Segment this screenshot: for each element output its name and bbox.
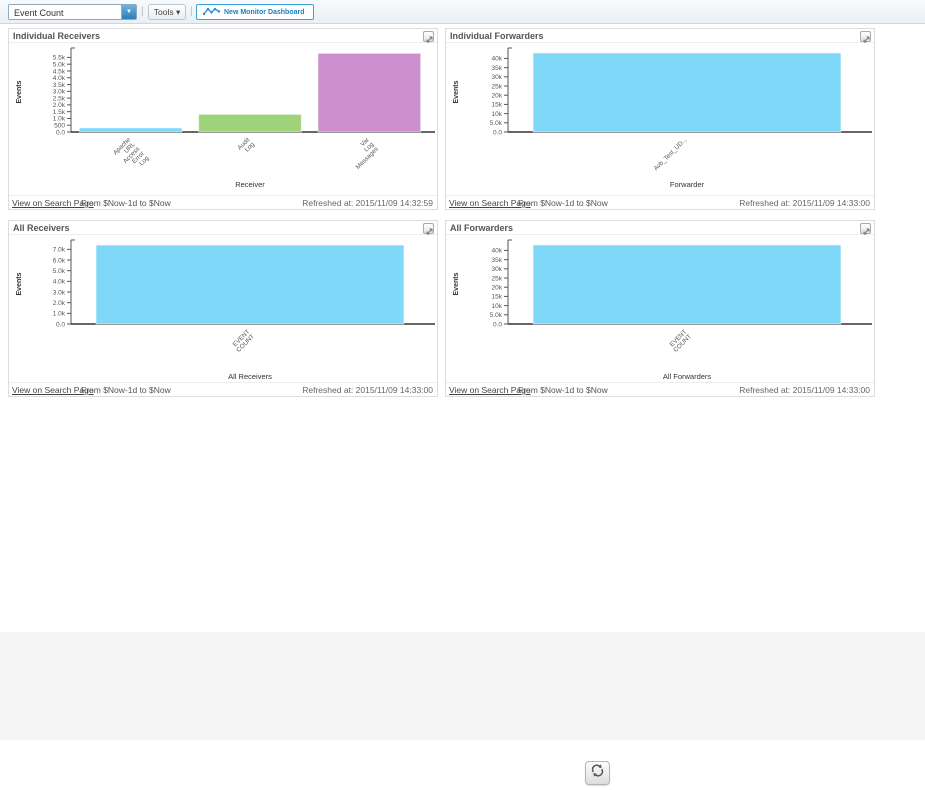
svg-text:All Forwarders: All Forwarders (663, 372, 712, 381)
svg-text:5.0k: 5.0k (53, 62, 66, 69)
svg-text:5.0k: 5.0k (490, 312, 503, 319)
svg-text:0.0: 0.0 (493, 321, 502, 328)
refreshed-timestamp: Refreshed at: 2015/11/09 14:33:00 (302, 385, 433, 395)
maximize-icon[interactable] (423, 223, 434, 235)
svg-text:0.0: 0.0 (493, 129, 502, 136)
svg-text:40k: 40k (492, 248, 503, 255)
svg-text:10k: 10k (492, 111, 503, 118)
refreshed-timestamp: Refreshed at: 2015/11/09 14:33:00 (739, 198, 870, 208)
sparkline-icon (202, 7, 221, 18)
panel-all-forwarders: All Forwarders 0.0 5.0k 10k 15k 20k 25k 30k 35k… (445, 220, 875, 397)
svg-text:5.0k: 5.0k (53, 268, 66, 275)
svg-text:7.0k: 7.0k (53, 247, 66, 254)
panel-header: All Receivers (9, 221, 437, 235)
svg-text:Events: Events (453, 80, 460, 103)
svg-text:25k: 25k (492, 275, 503, 282)
svg-text:30k: 30k (492, 74, 503, 81)
new-monitor-dashboard-button[interactable]: New Monitor Dashboard (196, 4, 314, 20)
svg-text:5.5k: 5.5k (53, 55, 66, 62)
svg-text:0.0: 0.0 (56, 129, 65, 136)
svg-text:Events: Events (16, 80, 23, 103)
svg-text:35k: 35k (492, 257, 503, 264)
svg-text:6.0k: 6.0k (53, 257, 66, 264)
toolbar-separator: | (141, 6, 144, 17)
svg-text:Events: Events (16, 272, 23, 295)
panel-header: All Forwarders (446, 221, 874, 235)
svg-text:All Receivers: All Receivers (228, 372, 272, 381)
time-range-text: From $Now-1d to $Now (518, 385, 608, 395)
maximize-icon[interactable] (423, 31, 434, 43)
event-count-select[interactable]: Event Count ▼ (8, 4, 137, 20)
svg-text:2.0k: 2.0k (53, 102, 66, 109)
maximize-icon[interactable] (860, 31, 871, 43)
svg-text:4.5k: 4.5k (53, 68, 66, 75)
svg-text:3.0k: 3.0k (53, 289, 66, 296)
panel-title: Individual Receivers (13, 31, 101, 41)
svg-text:20k: 20k (492, 93, 503, 100)
svg-text:0.0: 0.0 (56, 321, 65, 328)
panel-footer: View on Search Page From $Now-1d to $Now… (446, 382, 874, 396)
bar-chart: 0.05001.0k1.5k2.0k2.5k3.0k3.5k4.0k4.5k5.… (16, 47, 435, 189)
svg-text:5.0k: 5.0k (490, 120, 503, 127)
svg-text:10k: 10k (492, 303, 503, 310)
svg-text:40k: 40k (492, 56, 503, 63)
panel-individual-forwarders: Individual Forwarders 0.0 5.0k 10k 15k 20k 25… (445, 28, 875, 210)
panel-title: All Receivers (13, 223, 70, 233)
panel-footer: View on Search Page From $Now-1d to $Now… (9, 382, 437, 396)
svg-text:Forwarder: Forwarder (670, 180, 705, 189)
svg-text:500: 500 (54, 123, 65, 130)
svg-text:30k: 30k (492, 266, 503, 273)
refresh-icon (590, 763, 605, 783)
event-count-select-value: Event Count (14, 8, 64, 18)
time-range-text: From $Now-1d to $Now (81, 385, 171, 395)
svg-text:Events: Events (453, 272, 460, 295)
maximize-icon[interactable] (860, 223, 871, 235)
svg-text:1.5k: 1.5k (53, 109, 66, 116)
time-range-text: From $Now-1d to $Now (518, 198, 608, 208)
view-on-search-page-link[interactable]: View on Search Page (449, 385, 531, 395)
empty-gray-band (0, 632, 925, 740)
panel-header: Individual Forwarders (446, 29, 874, 43)
refreshed-timestamp: Refreshed at: 2015/11/09 14:32:59 (302, 198, 433, 208)
svg-text:4.0k: 4.0k (53, 279, 66, 286)
bar-chart: 0.01.0k2.0k3.0k4.0k5.0k6.0k7.0kEVENTCOUN… (16, 239, 435, 381)
svg-text:35k: 35k (492, 65, 503, 72)
svg-text:Avb_Test_UD...: Avb_Test_UD... (653, 136, 689, 172)
panel-title: Individual Forwarders (450, 31, 544, 41)
svg-text:3.0k: 3.0k (53, 89, 66, 96)
time-range-text: From $Now-1d to $Now (81, 198, 171, 208)
refresh-button[interactable] (585, 761, 610, 785)
chevron-down-icon: ▼ (121, 5, 136, 19)
toolbar-separator: | (190, 6, 193, 17)
panel-footer: View on Search Page From $Now-1d to $Now… (9, 195, 437, 209)
svg-text:25k: 25k (492, 83, 503, 90)
panel-all-receivers: All Receivers 0.0 1.0k 2.0k 3.0k 4.0k 5.0k 6.0… (8, 220, 438, 397)
svg-text:Receiver: Receiver (235, 180, 265, 189)
refreshed-timestamp: Refreshed at: 2015/11/09 14:33:00 (739, 385, 870, 395)
panel-individual-receivers: Individual Receivers 0.0 500 1.0k 1.5k 2.0k 2… (8, 28, 438, 210)
panel-footer: View on Search Page From $Now-1d to $Now… (446, 195, 874, 209)
panel-header: Individual Receivers (9, 29, 437, 43)
panel-title: All Forwarders (450, 223, 514, 233)
svg-text:20k: 20k (492, 285, 503, 292)
svg-text:3.5k: 3.5k (53, 82, 66, 89)
svg-text:15k: 15k (492, 102, 503, 109)
new-monitor-dashboard-label: New Monitor Dashboard (224, 8, 305, 16)
view-on-search-page-link[interactable]: View on Search Page (12, 198, 94, 208)
view-on-search-page-link[interactable]: View on Search Page (449, 198, 531, 208)
tools-button[interactable]: Tools ▾ (148, 4, 186, 20)
view-on-search-page-link[interactable]: View on Search Page (12, 385, 94, 395)
svg-text:1.0k: 1.0k (53, 116, 66, 123)
svg-text:15k: 15k (492, 294, 503, 301)
svg-text:Var: Var (359, 136, 371, 148)
svg-text:2.5k: 2.5k (53, 95, 66, 102)
bar-chart: 0.05.0k10k15k20k25k30k35k40kEVENTCOUNTEv… (453, 239, 872, 381)
svg-text:2.0k: 2.0k (53, 300, 66, 307)
svg-text:1.0k: 1.0k (53, 311, 66, 318)
bar-chart: 0.0 5.0k 10k 15k 20k 25k 30k 35k 40k Avb_Test_UD.… (453, 47, 872, 189)
svg-text:4.0k: 4.0k (53, 75, 66, 82)
top-toolbar: Event Count ▼ | Tools ▾ | New Monitor Da… (0, 0, 925, 24)
